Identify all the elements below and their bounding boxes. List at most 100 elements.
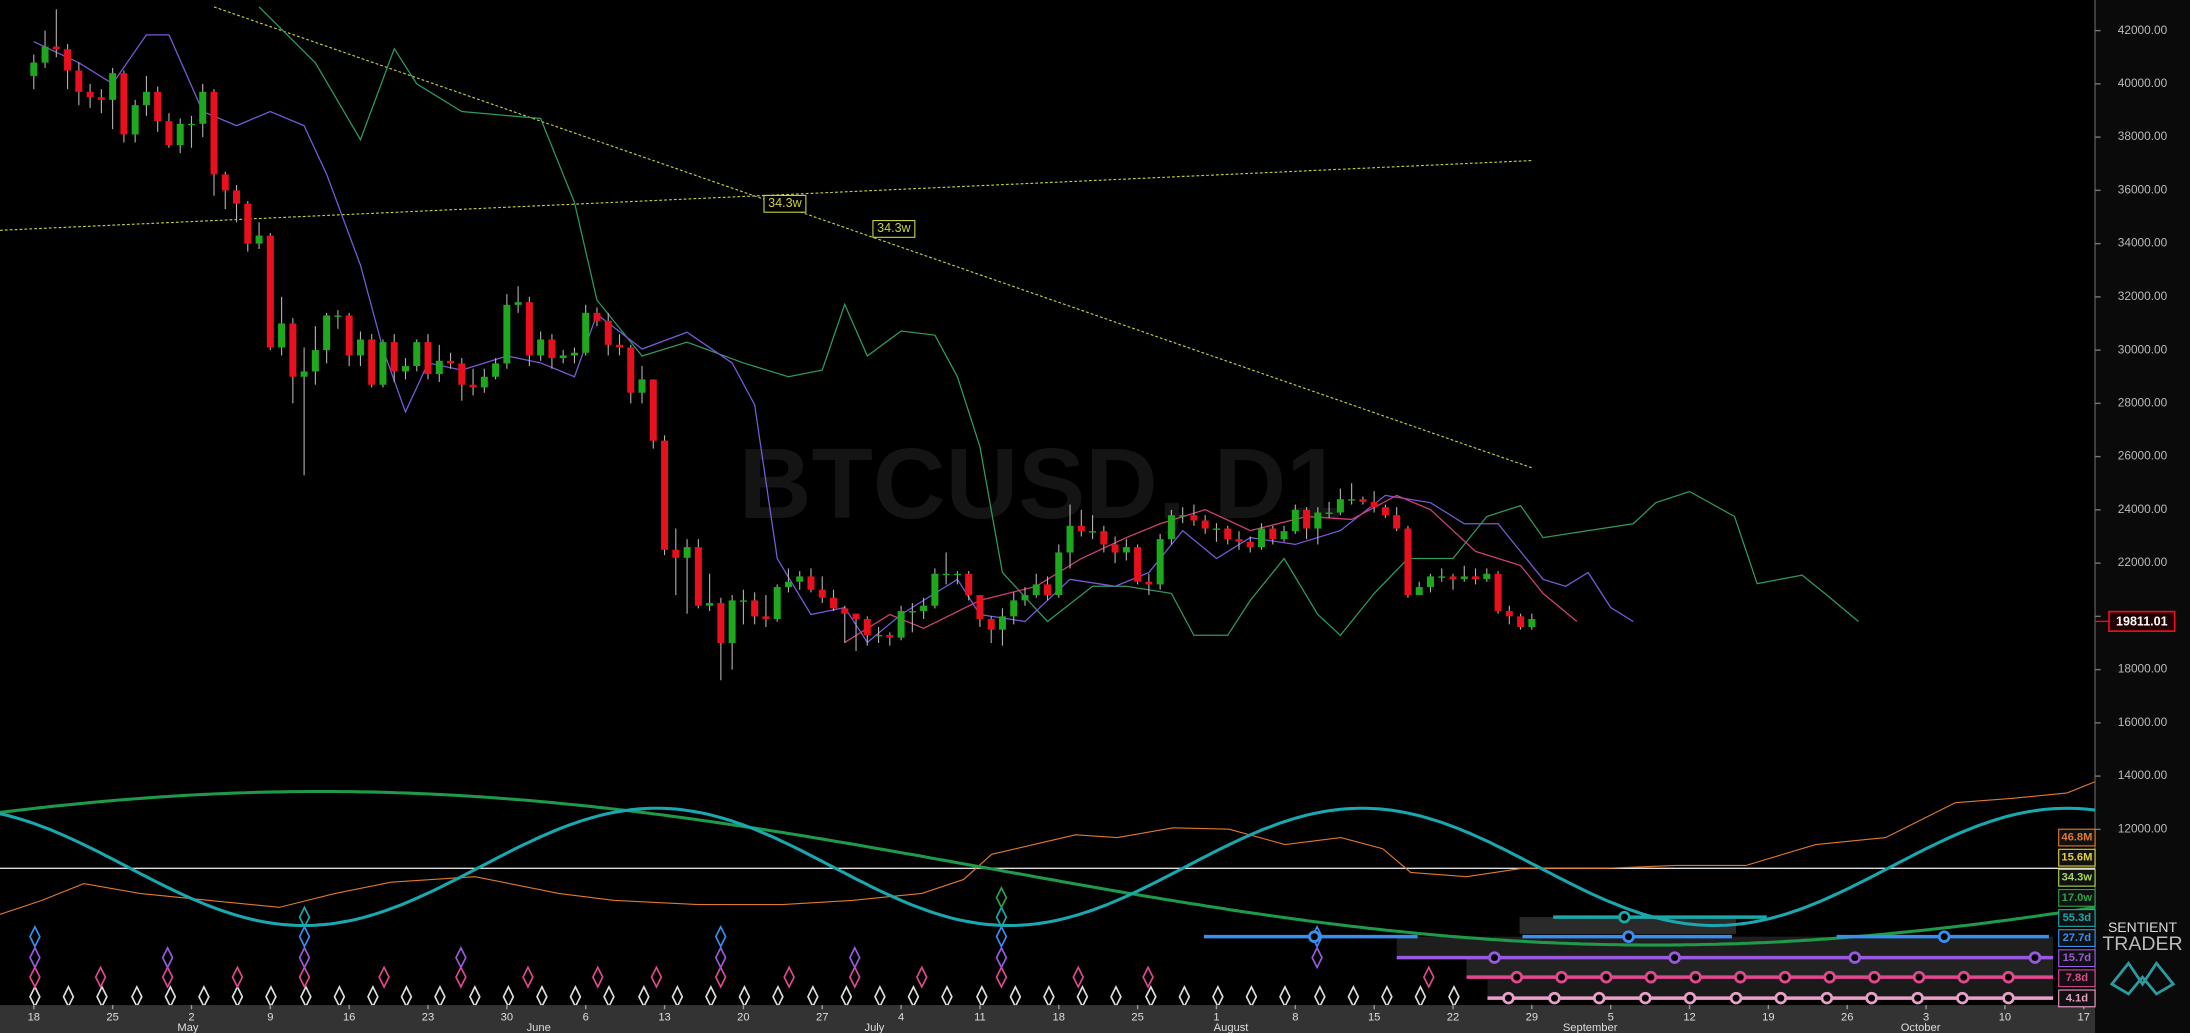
cycle-band [1396,936,2054,957]
candle-body [1134,547,1142,582]
cycle-node [1911,991,1924,1005]
candle-body [1528,619,1536,628]
x-tick-label: 26 [1841,1012,1853,1024]
candle-body [1370,501,1378,508]
candle-body [1246,541,1254,548]
candle-body [1201,520,1209,529]
x-tick-label: 18 [28,1012,40,1024]
cycle-node [1937,930,1951,943]
candle-body [1258,528,1266,548]
cycle-legend-box [2058,989,2096,1008]
cycle-legend-box [2058,929,2096,948]
cycle-marker [714,965,727,989]
candle-body [1269,528,1277,540]
cycle-marker [522,965,534,989]
candle-body [480,376,488,388]
candle-body [1021,595,1029,601]
cycle-node [2002,970,2015,984]
cycle-marker [995,925,1008,949]
candle-body [953,573,961,576]
candle-body [593,312,601,321]
candle-body [706,603,714,606]
cycle-node [1555,970,1568,984]
cycle-marker [714,925,727,949]
y-tick-label: 38000.00 [2118,129,2168,143]
cycle-node [1599,970,1613,984]
price-label: 19811.01 [2116,614,2168,628]
month-label: July [865,1022,885,1033]
cycle-legend-box [2058,868,2096,887]
cycle-marker [995,965,1008,989]
time-axis [0,1005,2096,1033]
candle-body [64,49,72,71]
candle-body [424,342,432,375]
cycle-marker [455,965,467,989]
y-tick-label: 32000.00 [2118,289,2168,303]
cycle-node [2002,991,2015,1005]
cycle-node [1868,970,1881,984]
cycle-marker [915,965,928,989]
x-tick-label: 25 [106,1012,118,1024]
candle-body [570,352,578,356]
x-tick-label: 1 [1213,1012,1219,1024]
candle-body [1404,528,1412,596]
cycle-marker [298,945,311,970]
cycle-marker [1422,965,1435,989]
candle-body [379,342,387,385]
cycle-node [1956,991,1969,1005]
candle-body [908,611,916,613]
candle-body [818,589,826,598]
candle-body [1359,499,1367,502]
candle-body [627,347,635,393]
cycle-legend-box [2058,848,2096,867]
logo-text: TRADER [2102,933,2182,955]
candle-body [199,91,207,124]
candle-body [1167,515,1175,540]
plot-area: 34.3w 34.3w [0,6,1859,681]
candle-body [1483,573,1491,580]
y-tick-label: 22000.00 [2118,555,2168,569]
candle-body [942,573,950,576]
candle-body [807,576,815,590]
cycle-band [1466,957,2054,978]
cycle-marker [231,965,244,989]
cycle-legend-label: 55.3d [2063,912,2092,924]
candle-body [210,91,218,175]
candle-body [131,105,139,135]
cycle-marker [995,905,1008,929]
cycle-node [1488,951,1501,964]
month-label: September [1563,1022,1618,1033]
candle-body [976,595,984,620]
x-tick-label: 22 [1447,1012,1459,1024]
x-tick-label: 11 [974,1012,986,1024]
cycle-node [1639,991,1652,1005]
candle-body [649,379,657,441]
candle-body [503,304,511,364]
cycle-marker [783,965,795,989]
x-tick-label: 17 [2078,1012,2090,1024]
candle-body [1077,525,1085,532]
cycle-legend-label: 7.8d [2066,972,2089,984]
candle-body [987,619,995,630]
x-tick-label: 4 [898,1012,904,1024]
cycle-legend-box [2058,969,2096,988]
candle-body [638,379,646,393]
candle-body [334,315,342,317]
cycle-node [1618,910,1631,924]
candle-body [796,576,804,582]
candle-body [717,603,725,643]
y-tick-label: 34000.00 [2118,236,2168,250]
candle-body [728,600,736,643]
candle-body [233,190,241,204]
candle-body [1291,509,1299,532]
y-tick-label: 30000.00 [2118,342,2168,356]
candle-body [41,46,49,63]
cycle-node [2028,951,2042,964]
candle-body [672,549,680,558]
candle-body [1325,512,1333,514]
candle-body [435,360,443,375]
cycle-node [1820,991,1834,1005]
candle-body [469,384,477,388]
candle-body [458,363,466,385]
